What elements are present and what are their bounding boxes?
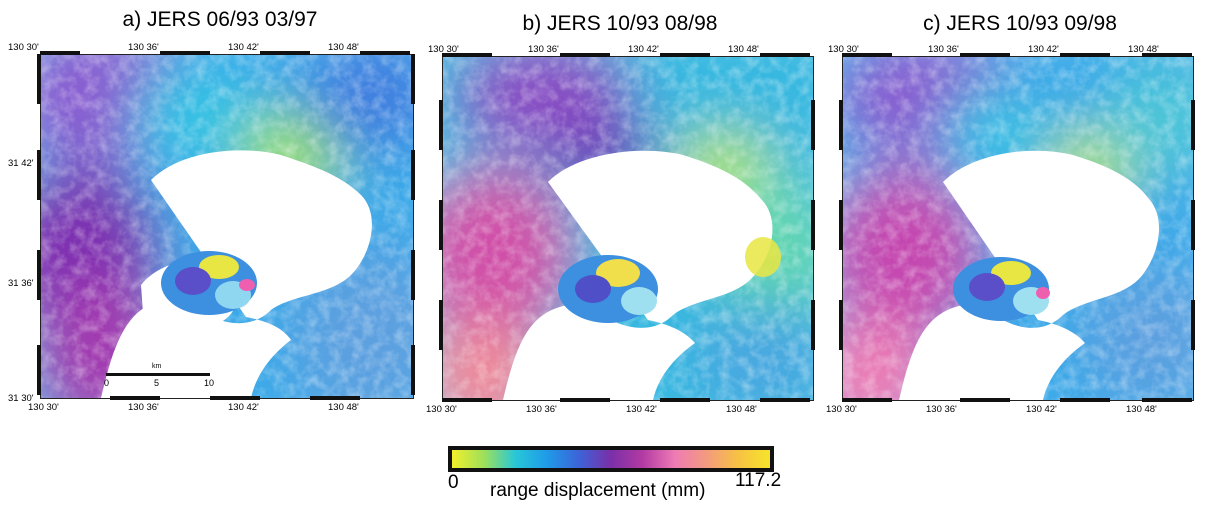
map-border-segment (1060, 53, 1110, 57)
tick-left-lat: 31 42' (8, 158, 34, 169)
tick-left-lat: 31 30' (8, 393, 34, 404)
scale-bar-label: 5 (154, 378, 160, 388)
map-border-segment (842, 398, 892, 402)
tick-top-lon: 130 36' (528, 44, 559, 55)
scale-bar-label: 10 (204, 378, 215, 388)
map-border-segment (1142, 53, 1192, 57)
map-border-segment (360, 51, 410, 55)
tick-bottom-lon: 130 42' (228, 402, 259, 413)
tick-bottom-lon: 130 36' (926, 404, 957, 415)
tick-bottom-lon: 130 30' (826, 404, 857, 415)
map-border-segment (660, 398, 710, 402)
map-border-segment (110, 396, 160, 400)
volcano-island (161, 251, 257, 315)
map-border-segment (439, 100, 443, 150)
map-border-segment (842, 53, 892, 57)
tick-top-lon: 130 36' (128, 42, 159, 53)
tick-top-left-lon: 130 30' (428, 44, 459, 55)
map-border-segment (1191, 200, 1195, 250)
interferogram-image (843, 57, 1193, 400)
map-border-segment (442, 53, 492, 57)
tick-top-lon: 130 42' (628, 44, 659, 55)
interferogram-image (41, 55, 413, 398)
panel-title: b) JERS 10/93 08/98 (522, 12, 718, 35)
map-border-segment (160, 51, 210, 55)
map-border-segment (37, 150, 41, 200)
color-scale-min-label: 0 (448, 472, 459, 493)
scale-bar: km 0 5 10 (104, 363, 214, 393)
interferogram-map (842, 56, 1194, 401)
panel-a: a) JERS 06/93 03/97 130 30' 130 36' 130 … (8, 0, 420, 420)
map-border-segment (1191, 100, 1195, 150)
tick-bottom-lon: 130 48' (328, 402, 359, 413)
map-border-segment (37, 345, 41, 395)
tick-bottom-lon: 130 36' (526, 404, 557, 415)
tick-top-left-lon: 130 30' (8, 42, 39, 53)
tick-bottom-lon: 130 30' (28, 402, 59, 413)
map-border-segment (411, 150, 415, 200)
tick-bottom-lon: 130 42' (1026, 404, 1057, 415)
map-border-segment (411, 345, 415, 395)
interferogram-map (40, 54, 414, 399)
map-border-segment (310, 396, 360, 400)
map-border-segment (37, 54, 41, 104)
map-border-segment (839, 200, 843, 250)
scale-bar-unit: km (152, 363, 162, 370)
panel-b: b) JERS 10/93 08/98 130 30' 130 36' 130 … (420, 0, 820, 420)
tick-bottom-lon: 130 30' (426, 404, 457, 415)
scale-bar-label: 0 (104, 378, 110, 388)
map-border-segment (960, 53, 1010, 57)
interferogram-image (443, 57, 813, 400)
tick-top-lon: 130 42' (228, 42, 259, 53)
interferogram-map (442, 56, 814, 401)
tick-bottom-lon: 130 36' (128, 402, 159, 413)
map-border-segment (1142, 398, 1192, 402)
map-border-segment (839, 300, 843, 350)
tick-top-lon: 130 42' (1028, 44, 1059, 55)
map-border-segment (811, 100, 815, 150)
map-border-segment (839, 100, 843, 150)
map-border-segment (560, 53, 610, 57)
map-border-segment (960, 398, 1010, 402)
tick-bottom-lon: 130 48' (1126, 404, 1157, 415)
map-border-segment (210, 396, 260, 400)
panel-title: a) JERS 06/93 03/97 (122, 8, 318, 31)
tick-bottom-lon: 130 42' (626, 404, 657, 415)
color-scale-max-label: 117.2 (735, 470, 782, 491)
map-border-segment (411, 250, 415, 300)
color-scale-caption: range displacement (mm) (490, 480, 706, 501)
map-border-segment (811, 300, 815, 350)
tick-left-lat: 31 36' (8, 278, 34, 289)
map-border-segment (760, 398, 810, 402)
volcano-island (953, 257, 1050, 321)
volcano-island (558, 255, 658, 323)
map-border-segment (1060, 398, 1110, 402)
tick-top-lon: 130 48' (728, 44, 759, 55)
map-border-segment (439, 200, 443, 250)
map-border-segment (560, 398, 610, 402)
scale-bar-line (106, 373, 210, 376)
map-border-segment (811, 200, 815, 250)
map-border-segment (40, 51, 80, 55)
map-border-segment (660, 53, 710, 57)
map-border-segment (760, 53, 810, 57)
map-border-segment (411, 54, 415, 104)
tick-bottom-lon: 130 48' (726, 404, 757, 415)
panel-title: c) JERS 10/93 09/98 (923, 12, 1117, 35)
color-scale-bar (448, 446, 774, 472)
tick-top-lon: 130 36' (928, 44, 959, 55)
map-border-segment (1191, 300, 1195, 350)
map-border-segment (442, 398, 492, 402)
map-border-segment (260, 51, 310, 55)
tick-top-lon: 130 48' (328, 42, 359, 53)
map-border-segment (37, 250, 41, 300)
panel-c: c) JERS 10/93 09/98 130 30' 130 36' 130 … (820, 0, 1211, 420)
tick-top-left-lon: 130 30' (828, 44, 859, 55)
map-border-segment (439, 300, 443, 350)
tick-top-lon: 130 48' (1128, 44, 1159, 55)
